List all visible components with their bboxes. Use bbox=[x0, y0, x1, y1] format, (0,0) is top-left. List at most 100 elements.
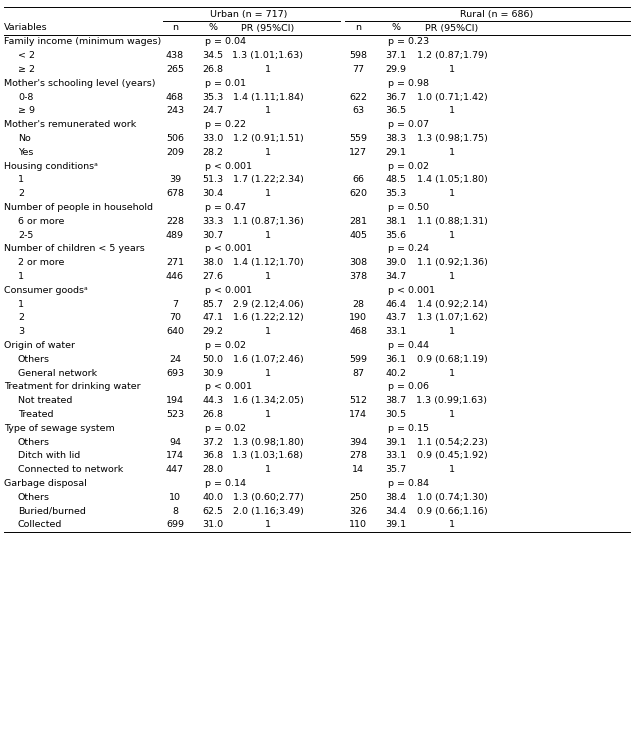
Text: 35.7: 35.7 bbox=[385, 466, 406, 475]
Text: 1: 1 bbox=[449, 148, 455, 157]
Text: 446: 446 bbox=[166, 272, 184, 281]
Text: 35.6: 35.6 bbox=[385, 231, 406, 240]
Text: 28: 28 bbox=[352, 299, 364, 308]
Text: 127: 127 bbox=[349, 148, 367, 157]
Text: 599: 599 bbox=[349, 355, 367, 364]
Text: p < 0.001: p < 0.001 bbox=[205, 286, 252, 295]
Text: 1: 1 bbox=[449, 65, 455, 74]
Text: 2 or more: 2 or more bbox=[18, 259, 64, 267]
Text: 1: 1 bbox=[18, 272, 24, 281]
Text: p = 0.04: p = 0.04 bbox=[205, 37, 246, 46]
Text: Family income (minimum wages): Family income (minimum wages) bbox=[4, 37, 162, 46]
Text: ≥ 9: ≥ 9 bbox=[18, 107, 35, 115]
Text: p = 0.47: p = 0.47 bbox=[205, 203, 246, 212]
Text: 1.4 (1.12;1.70): 1.4 (1.12;1.70) bbox=[233, 259, 303, 267]
Text: ≥ 2: ≥ 2 bbox=[18, 65, 35, 74]
Text: 1.4 (1.11;1.84): 1.4 (1.11;1.84) bbox=[233, 92, 303, 102]
Text: 0-8: 0-8 bbox=[18, 92, 33, 102]
Text: 94: 94 bbox=[169, 438, 181, 447]
Text: Type of sewage system: Type of sewage system bbox=[4, 424, 114, 433]
Text: n: n bbox=[172, 24, 178, 33]
Text: n: n bbox=[355, 24, 361, 33]
Text: Others: Others bbox=[18, 493, 50, 502]
Text: 250: 250 bbox=[349, 493, 367, 502]
Text: p = 0.02: p = 0.02 bbox=[205, 341, 246, 350]
Text: Collected: Collected bbox=[18, 521, 62, 530]
Text: 281: 281 bbox=[349, 217, 367, 226]
Text: 40.0: 40.0 bbox=[202, 493, 223, 502]
Text: 31.0: 31.0 bbox=[202, 521, 224, 530]
Text: 378: 378 bbox=[349, 272, 367, 281]
Text: Variables: Variables bbox=[4, 24, 48, 33]
Text: 640: 640 bbox=[166, 327, 184, 336]
Text: 2.0 (1.16;3.49): 2.0 (1.16;3.49) bbox=[233, 507, 303, 516]
Text: 33.1: 33.1 bbox=[385, 451, 406, 460]
Text: 1: 1 bbox=[265, 327, 271, 336]
Text: 37.1: 37.1 bbox=[385, 51, 406, 60]
Text: 1: 1 bbox=[265, 410, 271, 419]
Text: p < 0.001: p < 0.001 bbox=[205, 382, 252, 392]
Text: p = 0.02: p = 0.02 bbox=[205, 424, 246, 433]
Text: 34.4: 34.4 bbox=[385, 507, 406, 516]
Text: p = 0.06: p = 0.06 bbox=[388, 382, 429, 392]
Text: 28.2: 28.2 bbox=[202, 148, 223, 157]
Text: 1.3 (1.07;1.62): 1.3 (1.07;1.62) bbox=[417, 314, 487, 323]
Text: 38.0: 38.0 bbox=[202, 259, 224, 267]
Text: 1.3 (0.98;1.80): 1.3 (0.98;1.80) bbox=[233, 438, 303, 447]
Text: 10: 10 bbox=[169, 493, 181, 502]
Text: Not treated: Not treated bbox=[18, 396, 73, 405]
Text: 506: 506 bbox=[166, 134, 184, 143]
Text: Ditch with lid: Ditch with lid bbox=[18, 451, 80, 460]
Text: 0.9 (0.68;1.19): 0.9 (0.68;1.19) bbox=[417, 355, 487, 364]
Text: 36.7: 36.7 bbox=[385, 92, 406, 102]
Text: 39.1: 39.1 bbox=[385, 521, 406, 530]
Text: 35.3: 35.3 bbox=[385, 189, 406, 198]
Text: p = 0.24: p = 0.24 bbox=[388, 244, 429, 253]
Text: 0.9 (0.45;1.92): 0.9 (0.45;1.92) bbox=[417, 451, 487, 460]
Text: 194: 194 bbox=[166, 396, 184, 405]
Text: %: % bbox=[392, 24, 401, 33]
Text: 39.0: 39.0 bbox=[385, 259, 406, 267]
Text: 2: 2 bbox=[18, 314, 24, 323]
Text: p = 0.14: p = 0.14 bbox=[205, 479, 246, 488]
Text: 36.1: 36.1 bbox=[385, 355, 406, 364]
Text: 36.5: 36.5 bbox=[385, 107, 406, 115]
Text: Number of children < 5 years: Number of children < 5 years bbox=[4, 244, 145, 253]
Text: 2-5: 2-5 bbox=[18, 231, 33, 240]
Text: 1.0 (0.71;1.42): 1.0 (0.71;1.42) bbox=[417, 92, 487, 102]
Text: 44.3: 44.3 bbox=[202, 396, 224, 405]
Text: 1: 1 bbox=[265, 369, 271, 378]
Text: 1.3 (0.99;1.63): 1.3 (0.99;1.63) bbox=[417, 396, 488, 405]
Text: 70: 70 bbox=[169, 314, 181, 323]
Text: p = 0.22: p = 0.22 bbox=[205, 120, 246, 130]
Text: 1.6 (1.22;2.12): 1.6 (1.22;2.12) bbox=[233, 314, 303, 323]
Text: p = 0.44: p = 0.44 bbox=[388, 341, 429, 350]
Text: 1: 1 bbox=[265, 272, 271, 281]
Text: 1.3 (1.01;1.63): 1.3 (1.01;1.63) bbox=[233, 51, 303, 60]
Text: p < 0.001: p < 0.001 bbox=[205, 244, 252, 253]
Text: 40.2: 40.2 bbox=[385, 369, 406, 378]
Text: Buried/burned: Buried/burned bbox=[18, 507, 86, 516]
Text: 1: 1 bbox=[18, 299, 24, 308]
Text: < 2: < 2 bbox=[18, 51, 35, 60]
Text: Number of people in household: Number of people in household bbox=[4, 203, 153, 212]
Text: Yes: Yes bbox=[18, 148, 33, 157]
Text: 110: 110 bbox=[349, 521, 367, 530]
Text: 271: 271 bbox=[166, 259, 184, 267]
Text: 1.7 (1.22;2.34): 1.7 (1.22;2.34) bbox=[233, 176, 303, 185]
Text: 6 or more: 6 or more bbox=[18, 217, 64, 226]
Text: 1: 1 bbox=[18, 176, 24, 185]
Text: General network: General network bbox=[18, 369, 97, 378]
Text: p < 0.001: p < 0.001 bbox=[388, 286, 435, 295]
Text: 693: 693 bbox=[166, 369, 184, 378]
Text: 85.7: 85.7 bbox=[202, 299, 223, 308]
Text: 559: 559 bbox=[349, 134, 367, 143]
Text: 39.1: 39.1 bbox=[385, 438, 406, 447]
Text: 14: 14 bbox=[352, 466, 364, 475]
Text: 62.5: 62.5 bbox=[202, 507, 223, 516]
Text: 50.0: 50.0 bbox=[202, 355, 223, 364]
Text: 30.4: 30.4 bbox=[202, 189, 224, 198]
Text: 1.4 (0.92;2.14): 1.4 (0.92;2.14) bbox=[417, 299, 487, 308]
Text: p = 0.15: p = 0.15 bbox=[388, 424, 429, 433]
Text: 24: 24 bbox=[169, 355, 181, 364]
